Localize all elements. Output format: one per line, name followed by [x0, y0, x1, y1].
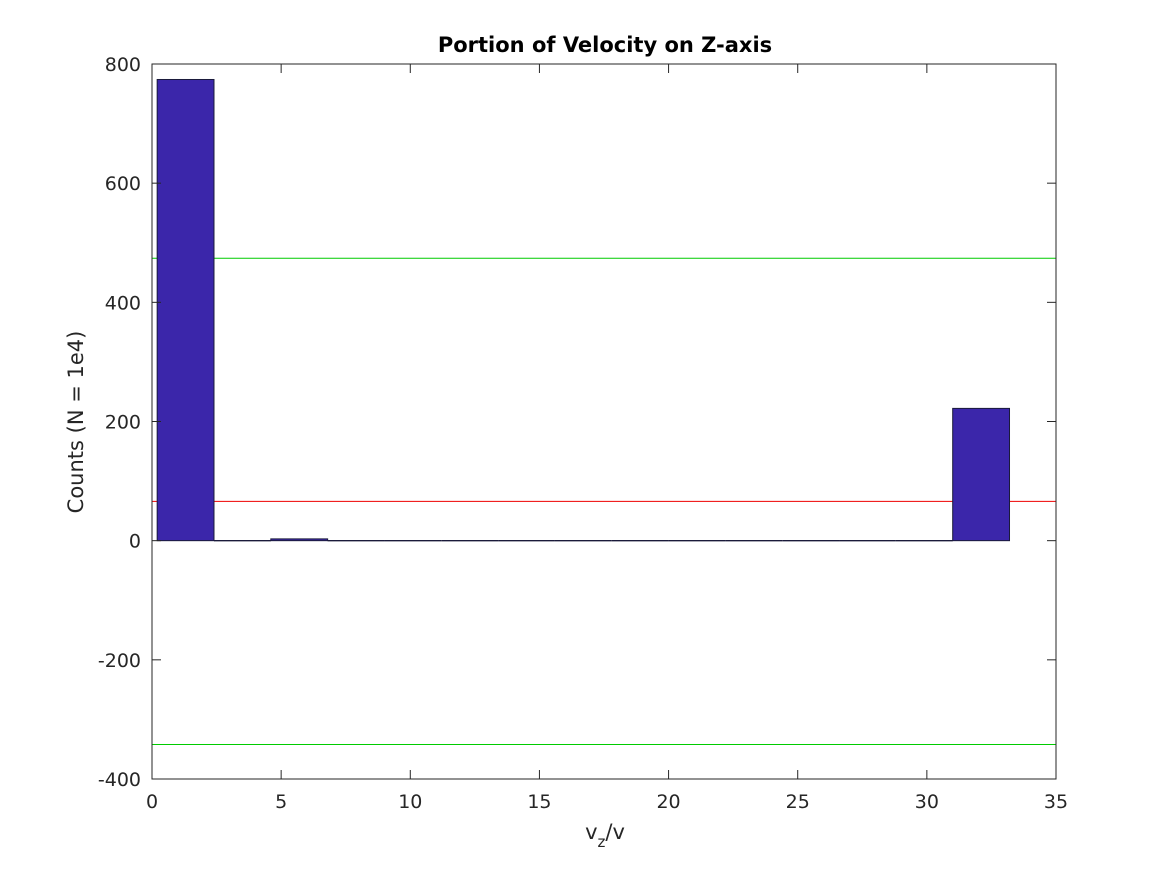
y-tick-label: 800	[105, 54, 141, 76]
y-tick-label: -400	[98, 769, 141, 791]
x-tick-label: 5	[275, 791, 287, 813]
plot-area	[152, 64, 1056, 779]
x-tick-label: 0	[146, 791, 158, 813]
y-axis-label: Counts (N = 1e4)	[64, 331, 88, 514]
x-axis-label: vz/v	[585, 820, 625, 851]
y-tick-label: 400	[105, 292, 141, 314]
x-tick-label: 35	[1044, 791, 1068, 813]
x-axis-label-subscript: z	[598, 833, 606, 851]
reference-lines	[152, 257, 1056, 745]
histogram-bar	[156, 78, 215, 542]
x-tick-label: 10	[398, 791, 422, 813]
x-tick-label: 25	[786, 791, 810, 813]
y-tick-label: -200	[98, 650, 141, 672]
x-axis-label-main: v	[585, 820, 597, 844]
x-tick-label: 15	[527, 791, 551, 813]
x-tick-label: 20	[656, 791, 680, 813]
y-tick-label: 600	[105, 173, 141, 195]
histogram-bar	[952, 407, 1011, 542]
chart-title: Portion of Velocity on Z-axis	[438, 33, 772, 57]
y-axis-ticks: -400 -200 0 200 400 600 800	[98, 54, 1056, 791]
x-tick-label: 30	[915, 791, 939, 813]
histogram-bars	[156, 78, 1011, 542]
y-tick-label: 200	[105, 412, 141, 434]
y-tick-label: 0	[129, 531, 141, 553]
histogram-bar	[270, 538, 329, 542]
x-axis-ticks: 0 5 10 15 20 25 30 35	[146, 64, 1068, 813]
x-axis-label-suffix: /v	[605, 820, 625, 844]
